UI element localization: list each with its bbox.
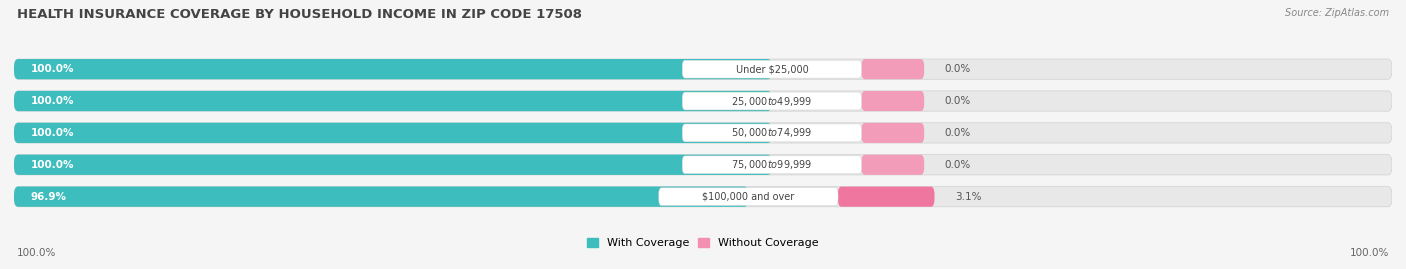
Text: 100.0%: 100.0% (31, 160, 75, 170)
Text: 0.0%: 0.0% (945, 160, 972, 170)
FancyBboxPatch shape (838, 187, 935, 207)
Text: $75,000 to $99,999: $75,000 to $99,999 (731, 158, 813, 171)
FancyBboxPatch shape (14, 186, 1392, 207)
FancyBboxPatch shape (14, 59, 772, 79)
Legend: With Coverage, Without Coverage: With Coverage, Without Coverage (582, 234, 824, 253)
Text: $50,000 to $74,999: $50,000 to $74,999 (731, 126, 813, 139)
Text: 100.0%: 100.0% (17, 248, 56, 258)
Text: Source: ZipAtlas.com: Source: ZipAtlas.com (1285, 8, 1389, 18)
FancyBboxPatch shape (862, 123, 924, 143)
Text: $100,000 and over: $100,000 and over (702, 192, 794, 202)
FancyBboxPatch shape (14, 155, 772, 175)
Text: 96.9%: 96.9% (31, 192, 66, 202)
FancyBboxPatch shape (658, 188, 838, 206)
FancyBboxPatch shape (14, 123, 1392, 143)
FancyBboxPatch shape (14, 91, 772, 111)
FancyBboxPatch shape (682, 124, 862, 142)
FancyBboxPatch shape (14, 91, 1392, 111)
Text: HEALTH INSURANCE COVERAGE BY HOUSEHOLD INCOME IN ZIP CODE 17508: HEALTH INSURANCE COVERAGE BY HOUSEHOLD I… (17, 8, 582, 21)
FancyBboxPatch shape (682, 92, 862, 110)
Text: 0.0%: 0.0% (945, 64, 972, 74)
FancyBboxPatch shape (682, 156, 862, 174)
FancyBboxPatch shape (14, 155, 1392, 175)
Text: 100.0%: 100.0% (31, 128, 75, 138)
Text: 100.0%: 100.0% (31, 96, 75, 106)
FancyBboxPatch shape (14, 186, 748, 207)
FancyBboxPatch shape (862, 59, 924, 79)
FancyBboxPatch shape (862, 91, 924, 111)
Text: 100.0%: 100.0% (1350, 248, 1389, 258)
Text: 0.0%: 0.0% (945, 128, 972, 138)
FancyBboxPatch shape (14, 123, 772, 143)
FancyBboxPatch shape (14, 59, 1392, 79)
Text: Under $25,000: Under $25,000 (735, 64, 808, 74)
Text: 100.0%: 100.0% (31, 64, 75, 74)
Text: $25,000 to $49,999: $25,000 to $49,999 (731, 94, 813, 108)
FancyBboxPatch shape (862, 155, 924, 175)
FancyBboxPatch shape (682, 60, 862, 78)
Text: 0.0%: 0.0% (945, 96, 972, 106)
Text: 3.1%: 3.1% (955, 192, 981, 202)
